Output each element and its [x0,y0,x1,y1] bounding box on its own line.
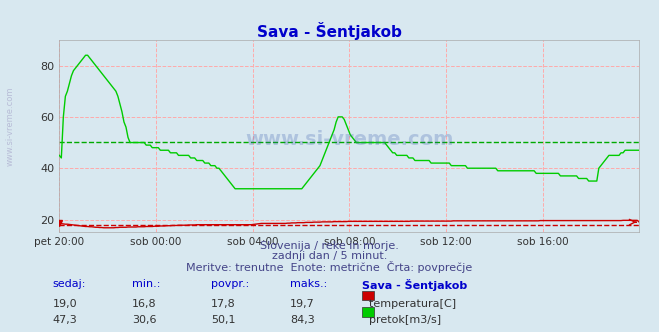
Text: povpr.:: povpr.: [211,279,249,289]
Text: 47,3: 47,3 [53,315,78,325]
Text: pretok[m3/s]: pretok[m3/s] [362,315,442,325]
Text: sedaj:: sedaj: [53,279,86,289]
Text: Sava - Šentjakob: Sava - Šentjakob [362,279,468,291]
Text: www.si-vreme.com: www.si-vreme.com [5,86,14,166]
Text: 19,7: 19,7 [290,299,315,309]
Text: maks.:: maks.: [290,279,328,289]
Text: 16,8: 16,8 [132,299,156,309]
Text: www.si-vreme.com: www.si-vreme.com [245,130,453,149]
Text: 19,0: 19,0 [53,299,77,309]
Text: Sava - Šentjakob: Sava - Šentjakob [257,22,402,40]
Text: 84,3: 84,3 [290,315,315,325]
Text: temperatura[C]: temperatura[C] [362,299,457,309]
Text: Meritve: trenutne  Enote: metrične  Črta: povprečje: Meritve: trenutne Enote: metrične Črta: … [186,261,473,273]
Text: 50,1: 50,1 [211,315,235,325]
Text: 30,6: 30,6 [132,315,156,325]
Text: min.:: min.: [132,279,160,289]
Text: zadnji dan / 5 minut.: zadnji dan / 5 minut. [272,251,387,261]
Text: Slovenija / reke in morje.: Slovenija / reke in morje. [260,241,399,251]
Text: 17,8: 17,8 [211,299,236,309]
